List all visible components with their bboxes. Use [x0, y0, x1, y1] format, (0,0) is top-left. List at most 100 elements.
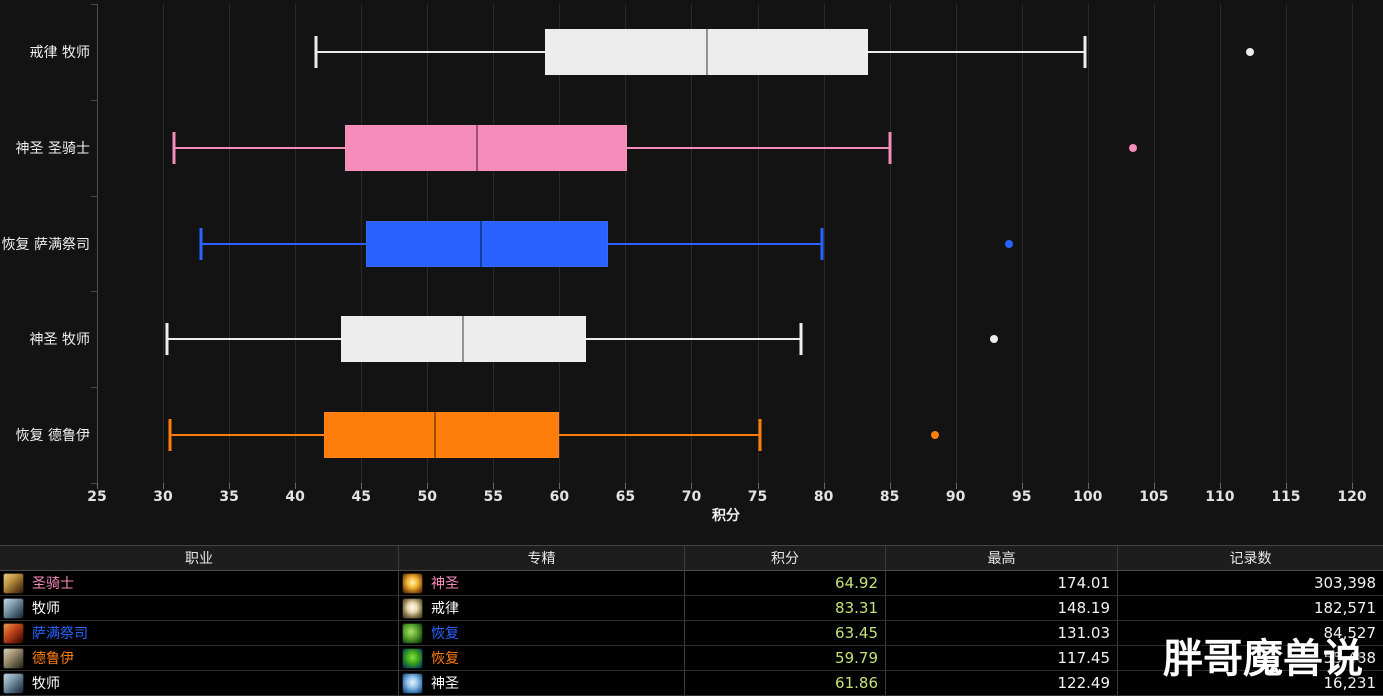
x-tick-label: 75: [747, 489, 768, 505]
y-axis-labels: 戒律 牧师 神圣 圣骑士 恢复 萨满祭司 神圣 牧师 恢复 德鲁伊: [0, 4, 90, 483]
y-axis-line: [97, 4, 98, 483]
x-tick: [427, 483, 429, 489]
x-gridline: [1087, 4, 1089, 483]
records-cell: 182,571: [1313, 599, 1376, 617]
outlier-dot[interactable]: [989, 335, 998, 344]
records-cell: 303,398: [1313, 574, 1376, 592]
watermark-text: 胖哥魔兽说: [1163, 636, 1363, 682]
highest-cell: 117.45: [886, 646, 1118, 670]
x-tick-label: 65: [615, 489, 636, 505]
x-tick-label: 40: [285, 489, 305, 505]
class-label: 萨满祭司: [32, 626, 88, 642]
y-axis-tick: [91, 4, 97, 5]
column-header-score[interactable]: 积分: [685, 546, 886, 570]
records-cell: 55,488: [1323, 649, 1377, 667]
priest-class-icon: [3, 672, 24, 694]
x-gridline: [823, 4, 825, 483]
x-tick: [757, 483, 759, 489]
x-tick-label: 110: [1205, 489, 1235, 505]
x-gridline: [1153, 4, 1155, 483]
class-cell: 萨满祭司: [0, 621, 399, 645]
median-line: [706, 28, 709, 75]
x-tick: [163, 483, 165, 489]
table-row[interactable]: 萨满祭司 恢复 63.45 131.03 84,527: [0, 621, 1383, 646]
column-header-class[interactable]: 职业: [0, 546, 399, 570]
x-tick: [295, 483, 297, 489]
box[interactable]: [366, 220, 609, 267]
box[interactable]: [324, 412, 560, 459]
spec-cell: 恢复: [399, 646, 685, 670]
x-tick: [361, 483, 363, 489]
records-cell: 84,527: [1323, 624, 1377, 642]
x-tick-label: 95: [1011, 489, 1032, 505]
x-tick-label: 55: [483, 489, 504, 505]
table-header-row: 职业 专精 积分 最高 记录数: [0, 545, 1383, 571]
column-header-spec[interactable]: 专精: [399, 546, 685, 570]
box[interactable]: [544, 28, 869, 75]
x-gridline: [1352, 4, 1353, 483]
druid-class-icon: [3, 647, 24, 669]
holy-priest-spec-icon: [402, 672, 423, 694]
spec-cell: 恢复: [399, 621, 685, 645]
discipline-priest-spec-icon: [402, 597, 423, 619]
column-header-records[interactable]: 记录数: [1229, 551, 1272, 567]
box[interactable]: [341, 316, 586, 363]
x-tick-label: 60: [549, 489, 570, 505]
x-tick-label: 120: [1337, 489, 1367, 505]
x-gridline: [1285, 4, 1287, 483]
boxplot-chart: 戒律 牧师 神圣 圣骑士 恢复 萨满祭司 神圣 牧师 恢复 德鲁伊 积分 25 30 35 4…: [0, 4, 1367, 524]
whisker-cap-min: [165, 323, 169, 356]
box[interactable]: [345, 124, 627, 171]
outlier-dot[interactable]: [930, 431, 939, 440]
x-gridline: [1219, 4, 1221, 483]
whisker-cap-max: [1083, 35, 1087, 68]
x-gridline: [163, 4, 165, 483]
outlier-dot[interactable]: [1246, 47, 1255, 56]
x-tick-label: 30: [153, 489, 173, 505]
table-row[interactable]: 牧师 戒律 83.31 148.19 182,571: [0, 596, 1383, 621]
x-gridline: [1021, 4, 1023, 483]
median-line: [461, 316, 464, 363]
spec-label: 神圣: [431, 576, 459, 592]
x-tick: [1219, 483, 1221, 489]
x-tick: [1087, 483, 1089, 489]
x-tick-label: 105: [1139, 489, 1169, 505]
x-tick-label: 45: [351, 489, 371, 505]
spec-cell: 戒律: [399, 596, 685, 620]
x-tick-label: 80: [813, 489, 834, 505]
y-axis-tick: [91, 387, 97, 389]
score-cell: 64.92: [685, 571, 886, 595]
whisker-cap-min: [172, 131, 176, 164]
class-cell: 圣骑士: [0, 571, 399, 595]
score-cell: 83.31: [685, 596, 886, 620]
y-category-label: 恢复 德鲁伊: [15, 428, 90, 445]
outlier-dot[interactable]: [1004, 239, 1013, 248]
plot-area: [91, 4, 1353, 489]
whisker-cap-min: [314, 35, 318, 68]
class-cell: 牧师: [0, 596, 399, 620]
x-tick: [1285, 483, 1287, 489]
x-tick-label: 90: [945, 489, 966, 505]
y-axis-tick: [91, 483, 97, 484]
highest-cell: 174.01: [886, 571, 1118, 595]
spec-cell: 神圣: [399, 671, 685, 695]
x-tick-label: 115: [1271, 489, 1301, 505]
spec-cell: 神圣: [399, 571, 685, 595]
y-axis-tick: [91, 195, 97, 197]
score-cell: 59.79: [685, 646, 886, 670]
column-header-highest[interactable]: 最高: [886, 546, 1118, 570]
outlier-dot[interactable]: [1128, 143, 1137, 152]
x-tick-label: 70: [681, 489, 702, 505]
median-line: [476, 124, 479, 171]
table-body: 圣骑士 神圣 64.92 174.01 303,398 牧师 戒律 83.31 148.19 18…: [0, 571, 1383, 696]
paladin-class-icon: [3, 572, 24, 594]
score-cell: 63.45: [685, 621, 886, 645]
table-row[interactable]: 德鲁伊 恢复 59.79 117.45 55,488: [0, 646, 1383, 671]
spec-label: 恢复: [431, 626, 459, 642]
y-axis-tick: [91, 291, 97, 293]
score-cell: 61.86: [685, 671, 886, 695]
x-tick-label: 50: [417, 489, 437, 505]
class-label: 牧师: [32, 676, 60, 692]
table-row[interactable]: 圣骑士 神圣 64.92 174.01 303,398: [0, 571, 1383, 596]
y-category-label: 神圣 圣骑士: [15, 140, 90, 157]
